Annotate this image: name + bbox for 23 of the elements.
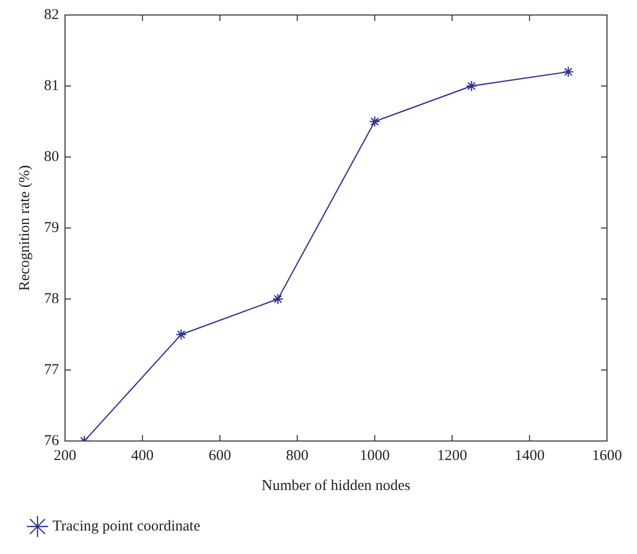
x-tick-label: 600 <box>208 448 232 464</box>
y-tick-label: 77 <box>44 362 60 378</box>
point <box>176 328 187 340</box>
y-tick-label: 76 <box>44 432 60 449</box>
point <box>369 116 380 128</box>
y-tick-label: 80 <box>44 148 59 165</box>
x-tick-label: 1200 <box>437 448 468 464</box>
y-tick-label: 79 <box>44 220 59 236</box>
legend-label: Tracing point coordinate <box>52 518 201 534</box>
x-tick-label: 1600 <box>592 448 622 464</box>
y-tick-label: 81 <box>44 78 59 94</box>
x-tick-label: 1400 <box>514 448 545 464</box>
y-tick-label: 82 <box>44 6 59 23</box>
y-axis-title: Recognition rate (%) <box>16 165 33 291</box>
x-tick-label: 200 <box>54 448 76 464</box>
x-axis-title: Number of hidden nodes <box>262 478 411 494</box>
point <box>562 66 574 78</box>
y-tick-label: 78 <box>44 290 59 307</box>
x-tick-label: 800 <box>286 448 309 464</box>
point <box>272 293 284 305</box>
x-tick-label: 400 <box>131 448 154 464</box>
x-tick-label: 1000 <box>360 448 390 464</box>
point <box>466 80 478 92</box>
